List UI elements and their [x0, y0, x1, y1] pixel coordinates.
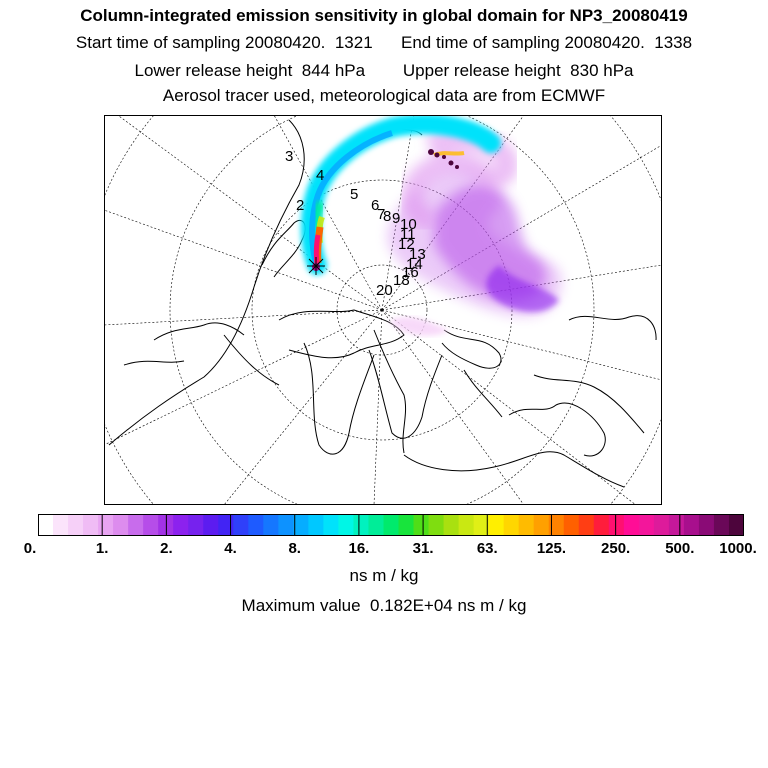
color-scale-frame — [38, 514, 744, 536]
color-scale-label: 63. — [476, 540, 498, 557]
color-scale-label: 4. — [224, 540, 237, 557]
color-scale-label: 500. — [665, 540, 695, 557]
color-scale-labels: 0. 1. 2. 4. 8. 16. 31. 63. 125. 250. 500. 1000. — [0, 540, 768, 560]
color-scale-cell — [203, 514, 219, 536]
day-label: 16 — [402, 264, 419, 281]
sampling-times: Start time of sampling 20080420. 1321 En… — [0, 33, 768, 53]
color-scale-label: 1. — [95, 540, 109, 557]
color-scale-cell — [398, 514, 414, 536]
release-site-marker — [307, 257, 325, 275]
color-scale-cells — [38, 514, 744, 536]
day-label: 10 — [400, 216, 417, 233]
color-scale-cell — [563, 514, 580, 536]
color-scale-cell — [68, 514, 84, 536]
color-scale-cell — [338, 514, 354, 536]
color-scale-cell — [83, 514, 99, 536]
start-time: Start time of sampling 20080420. 1321 — [75, 33, 373, 52]
color-scale-cell — [293, 514, 309, 536]
color-scale-label: 0. — [23, 540, 37, 557]
color-scale-cell — [428, 514, 444, 536]
color-scale-bar — [38, 514, 744, 536]
color-scale-cell — [188, 514, 204, 536]
day-label: 11 — [400, 226, 416, 243]
release-heights: Lower release height 844 hPa Upper relea… — [0, 61, 768, 81]
day-label: 6 — [371, 197, 379, 214]
color-scale-cell — [503, 514, 520, 536]
color-scale-cell — [578, 514, 595, 536]
color-scale-cell — [488, 514, 505, 536]
color-scale-cell — [218, 514, 234, 536]
sensitivity-map: 3 2 4 5 6 7 8 9 10 11 12 13 14 16 18 20 — [104, 115, 662, 505]
color-scale-cell — [548, 514, 565, 536]
plot-title: Column-integrated emission sensitivity i… — [80, 6, 688, 25]
tracer-note: Aerosol tracer used, meteorological data… — [162, 86, 606, 105]
day-label: 7 — [377, 206, 385, 223]
color-scale-cell — [353, 514, 369, 536]
longitude-lines — [104, 115, 662, 505]
lower-release-height: Lower release height 844 hPa — [134, 61, 366, 80]
color-scale-cell — [248, 514, 264, 536]
color-scale-cell — [38, 514, 54, 536]
upper-release-height: Upper release height 830 hPa — [402, 61, 634, 80]
color-scale-cell — [323, 514, 339, 536]
day-label: 18 — [393, 272, 410, 289]
color-scale-label: 250. — [601, 540, 631, 557]
color-scale-cell — [128, 514, 144, 536]
color-scale-cell — [278, 514, 294, 536]
color-scale-cell — [233, 514, 249, 536]
color-scale-label: 31. — [412, 540, 434, 557]
day-label: 14 — [406, 256, 423, 273]
map-frame — [104, 115, 662, 505]
color-scale-cell — [473, 514, 490, 536]
color-scale-label: 125. — [536, 540, 567, 557]
color-scale-cell — [533, 514, 550, 536]
color-scale-cell — [518, 514, 535, 536]
color-scale-cell — [608, 514, 625, 536]
color-scale-cell — [668, 514, 685, 536]
color-scale-dividers — [101, 514, 681, 536]
color-scale-cell — [443, 514, 459, 536]
color-scale-cell — [263, 514, 279, 536]
color-scale-cell — [113, 514, 129, 536]
color-scale-cell — [308, 514, 324, 536]
coastlines — [108, 119, 657, 488]
color-scale-cell — [368, 514, 384, 536]
day-label: 2 — [296, 197, 304, 214]
day-label: 3 — [285, 148, 293, 165]
day-labels: 3 2 4 5 6 7 8 9 10 11 12 13 14 16 18 20 — [285, 148, 426, 299]
color-scale-cell — [638, 514, 655, 536]
color-scale-cell — [683, 514, 700, 536]
color-scale-cell — [98, 514, 114, 536]
day-label: 12 — [398, 236, 415, 253]
color-scale-cell — [593, 514, 610, 536]
color-scale-cell — [728, 514, 744, 536]
color-scale-label: 8. — [288, 540, 301, 557]
day-label: 9 — [392, 210, 400, 227]
color-scale-cell — [383, 514, 399, 536]
color-scale-cell — [53, 514, 69, 536]
color-scale-cell — [623, 514, 640, 536]
color-scale-label: 2. — [160, 540, 173, 557]
day-label: 8 — [383, 208, 391, 225]
day-label: 4 — [316, 167, 324, 184]
day-label: 20 — [376, 282, 393, 299]
end-time: End time of sampling 20080420. 1338 — [401, 33, 693, 52]
color-scale-cell — [698, 514, 715, 536]
color-scale-cell — [458, 514, 475, 536]
color-scale-cell — [653, 514, 670, 536]
color-scale-cell — [143, 514, 159, 536]
day-label: 5 — [350, 186, 358, 203]
maximum-value: Maximum value 0.182E+04 ns m / kg — [241, 596, 527, 615]
color-scale-label: 16. — [348, 540, 370, 557]
color-scale-cell — [173, 514, 189, 536]
sensitivity-plume — [300, 115, 562, 336]
color-scale-units: ns m / kg — [349, 566, 419, 585]
day-label: 13 — [409, 246, 426, 263]
color-scale-label: 1000. — [719, 540, 757, 557]
color-scale-cell — [713, 514, 730, 536]
color-scale-cell — [413, 514, 429, 536]
